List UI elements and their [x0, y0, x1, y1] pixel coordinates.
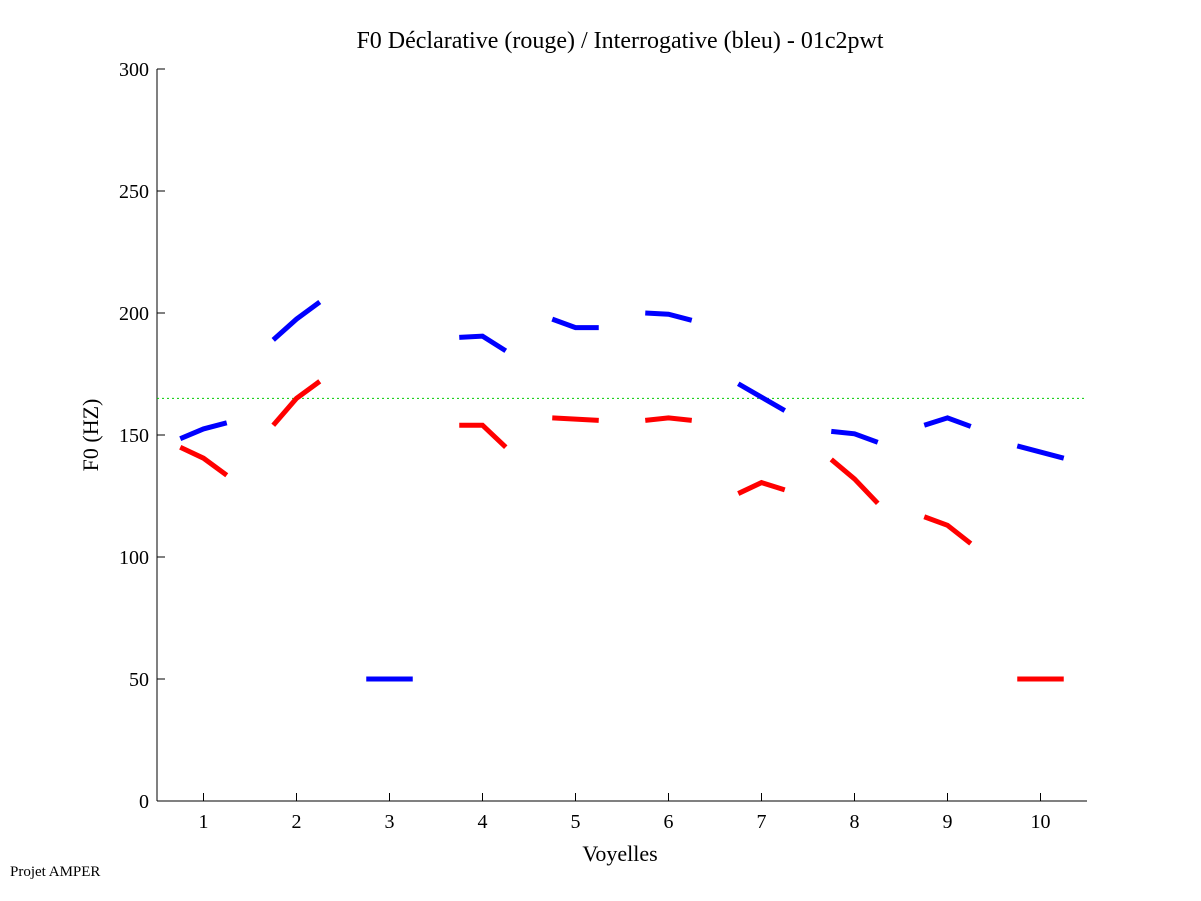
x-tick-label: 8	[850, 811, 860, 833]
x-tick-label: 4	[478, 811, 488, 833]
x-tick-label: 1	[199, 811, 209, 833]
y-tick-label: 200	[119, 303, 149, 325]
footer-credit: Projet AMPER	[10, 864, 101, 880]
series-segment-interrogative-vowel-9	[923, 415, 972, 429]
series-segment-interrogative-vowel-6	[645, 310, 693, 323]
series-segment-interrogative-vowel-2	[271, 300, 322, 342]
series-segment-declarative-vowel-9	[923, 514, 973, 546]
x-tick-label: 10	[1031, 811, 1051, 833]
series-segment-interrogative-vowel-8	[830, 428, 879, 445]
series-segment-interrogative-vowel-1	[179, 420, 228, 441]
y-tick-label: 100	[119, 547, 149, 569]
x-axis-label: Voyelles	[582, 841, 657, 866]
y-tick-label: 50	[129, 669, 149, 691]
x-tick-label: 7	[757, 811, 767, 833]
series-segment-interrogative-vowel-5	[551, 316, 599, 331]
x-tick-label: 3	[385, 811, 395, 833]
series-segment-declarative-vowel-1	[179, 444, 229, 478]
series-segment-declarative-vowel-2	[271, 379, 322, 427]
y-tick-label: 150	[119, 425, 149, 447]
y-tick-label: 0	[139, 791, 149, 813]
x-tick-label: 6	[664, 811, 674, 833]
series-segment-interrogative-vowel-10	[1016, 443, 1065, 461]
x-tick-label: 5	[571, 811, 581, 833]
series-segment-declarative-vowel-4	[459, 422, 508, 450]
x-tick-label: 9	[943, 811, 953, 833]
series-segment-declarative-vowel-5	[552, 415, 599, 423]
y-tick-label: 250	[119, 181, 149, 203]
series-segment-interrogative-vowel-4	[459, 333, 508, 353]
series-segment-declarative-vowel-6	[644, 415, 693, 423]
series-segment-declarative-vowel-7	[737, 479, 786, 496]
y-tick-label: 300	[119, 59, 149, 81]
x-tick-label: 2	[292, 811, 302, 833]
chart-title: F0 Déclarative (rouge) / Interrogative (…	[356, 28, 883, 54]
y-axis-label: F0 (HZ)	[78, 399, 103, 472]
series-segment-declarative-vowel-8	[829, 457, 880, 506]
series-segment-interrogative-vowel-7	[737, 381, 786, 413]
